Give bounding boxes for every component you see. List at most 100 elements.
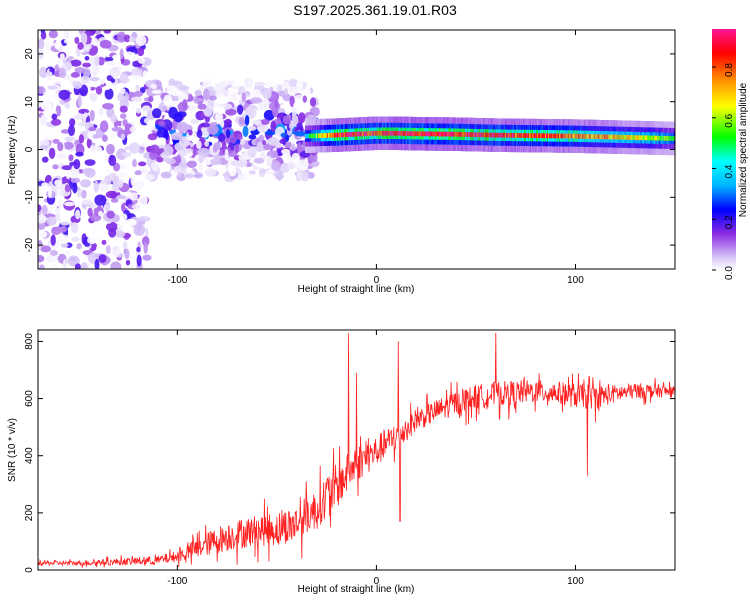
heatmap-cell bbox=[106, 61, 116, 66]
heatmap-cell bbox=[194, 89, 202, 97]
heatmap-cell bbox=[39, 264, 45, 269]
heatmap-cell bbox=[290, 133, 295, 146]
heatmap-cell bbox=[204, 115, 210, 123]
heatmap-cell bbox=[138, 194, 148, 206]
heatmap-cell bbox=[137, 47, 145, 57]
heatmap-cell bbox=[119, 72, 129, 84]
heatmap-cell bbox=[124, 145, 135, 151]
colorbar: 0.0 0.2 0.4 0.6 0.8 Normalized spectral ampl… bbox=[712, 29, 749, 280]
heatmap-cell bbox=[93, 180, 99, 193]
heatmap-cell bbox=[38, 204, 42, 212]
heatmap-cell bbox=[207, 124, 219, 135]
heatmap-cell bbox=[52, 264, 58, 269]
heatmap-cell bbox=[124, 165, 132, 175]
heatmap-cell bbox=[88, 126, 97, 132]
heatmap-cell bbox=[257, 123, 269, 134]
heatmap-cell bbox=[150, 83, 157, 90]
heatmap-cell bbox=[253, 157, 265, 164]
heatmap-cell bbox=[250, 97, 263, 104]
heatmap-cell bbox=[65, 61, 72, 71]
heatmap-cell bbox=[242, 125, 249, 138]
y-tick-label: -10 bbox=[24, 190, 35, 205]
heatmap-cell bbox=[204, 168, 217, 177]
heatmap-cell bbox=[80, 262, 88, 269]
heatmap-cell bbox=[293, 102, 301, 109]
heatmap-cell bbox=[112, 245, 121, 257]
heatmap-cell bbox=[90, 63, 96, 71]
heatmap-cell bbox=[142, 254, 152, 261]
x-tick-label: 100 bbox=[567, 576, 584, 587]
heatmap-cell bbox=[119, 113, 127, 119]
heatmap-cell bbox=[149, 144, 160, 154]
colorbar-tick-label: 0.4 bbox=[724, 164, 735, 178]
heatmap-cell bbox=[131, 204, 141, 210]
heatmap-cell bbox=[173, 165, 182, 173]
heatmap-cell bbox=[236, 133, 243, 141]
heatmap-cell bbox=[241, 92, 247, 103]
heatmap-cell bbox=[309, 153, 318, 163]
heatmap-cell bbox=[110, 261, 122, 269]
heatmap-cell bbox=[128, 236, 139, 246]
heatmap-cell bbox=[60, 129, 70, 134]
heatmap-cell bbox=[39, 145, 49, 150]
heatmap-cell bbox=[89, 92, 98, 102]
snr-frame bbox=[37, 329, 676, 571]
heatmap-cell bbox=[38, 49, 44, 60]
heatmap-cell bbox=[74, 67, 86, 74]
heatmap-cell bbox=[38, 230, 48, 239]
heatmap-cell bbox=[198, 162, 204, 172]
heatmap-cell bbox=[79, 84, 89, 97]
heatmap-cell bbox=[40, 245, 51, 253]
heatmap-cell bbox=[208, 95, 217, 101]
heatmap-cell bbox=[153, 96, 161, 104]
heatmap-cell bbox=[175, 157, 181, 163]
heatmap-cell bbox=[99, 107, 104, 116]
heatmap-cell bbox=[151, 108, 162, 119]
heatmap-cell bbox=[130, 68, 143, 76]
heatmap-cell bbox=[146, 87, 157, 97]
x-tick-label: 0 bbox=[374, 275, 380, 286]
heatmap-cell bbox=[129, 192, 138, 201]
heatmap-cell bbox=[265, 169, 275, 175]
heatmap-cell bbox=[291, 152, 300, 164]
heatmap-cell bbox=[190, 118, 199, 125]
heatmap-cell bbox=[108, 154, 117, 167]
heatmap-cell bbox=[143, 241, 148, 254]
heatmap-cell bbox=[289, 95, 295, 108]
x-tick-label: 100 bbox=[567, 275, 584, 286]
heatmap-cell bbox=[237, 157, 248, 168]
heatmap-cell bbox=[202, 79, 213, 88]
heatmap-cell bbox=[40, 100, 52, 111]
heatmap-cell bbox=[98, 98, 105, 104]
heatmap-cell bbox=[97, 65, 110, 75]
heatmap-cell bbox=[223, 80, 235, 85]
heatmap-cell bbox=[123, 34, 131, 43]
heatmap-cell bbox=[84, 42, 91, 52]
heatmap-cell bbox=[163, 145, 174, 156]
snr-x-ticks: -100 0 100 bbox=[167, 330, 584, 587]
heatmap-cell bbox=[181, 148, 194, 153]
heatmap-cell bbox=[104, 56, 114, 62]
heatmap-cell bbox=[87, 236, 98, 245]
heatmap-cell bbox=[59, 53, 65, 60]
heatmap-cell bbox=[115, 194, 127, 200]
heatmap-cell bbox=[50, 234, 56, 246]
heatmap-cell bbox=[106, 210, 115, 219]
heatmap-cell bbox=[80, 179, 92, 188]
heatmap-cell bbox=[282, 115, 292, 125]
heatmap-cell bbox=[95, 85, 103, 95]
x-tick-label: -100 bbox=[167, 576, 187, 587]
heatmap-cell bbox=[289, 85, 297, 95]
colorbar-gradient bbox=[712, 29, 736, 270]
heatmap-cell bbox=[188, 93, 193, 100]
heatmap-cell bbox=[188, 104, 199, 113]
heatmap-cell bbox=[248, 147, 257, 158]
heatmap-cell bbox=[114, 230, 126, 238]
heatmap-cell bbox=[151, 89, 162, 94]
heatmap-cell bbox=[234, 143, 239, 154]
heatmap-cell bbox=[99, 120, 109, 133]
heatmap-cell bbox=[136, 246, 141, 253]
snr-plot-area bbox=[38, 330, 675, 570]
heatmap-cell bbox=[72, 182, 78, 194]
